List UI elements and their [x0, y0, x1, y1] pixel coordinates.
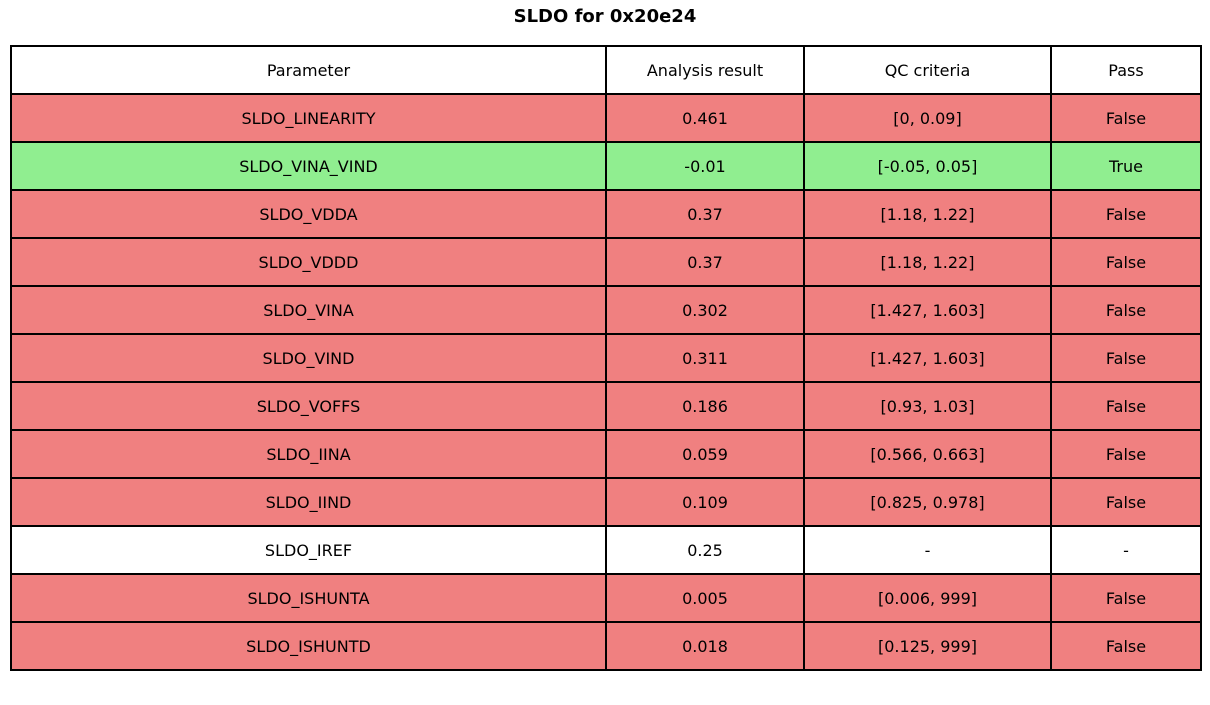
- cell-parameter: SLDO_ISHUNTD: [10, 621, 607, 671]
- cell-result: 0.311: [605, 333, 805, 383]
- cell-result: 0.37: [605, 189, 805, 239]
- cell-pass: -: [1050, 525, 1202, 575]
- cell-criteria: [0.93, 1.03]: [803, 381, 1052, 431]
- cell-criteria: [-0.05, 0.05]: [803, 141, 1052, 191]
- table-row: SLDO_VINA_VIND -0.01 [-0.05, 0.05] True: [10, 141, 1202, 191]
- cell-criteria: [1.427, 1.603]: [803, 333, 1052, 383]
- cell-criteria: [1.427, 1.603]: [803, 285, 1052, 335]
- cell-criteria: [0.825, 0.978]: [803, 477, 1052, 527]
- cell-criteria: -: [803, 525, 1052, 575]
- cell-result: 0.37: [605, 237, 805, 287]
- cell-result: 0.018: [605, 621, 805, 671]
- cell-result: -0.01: [605, 141, 805, 191]
- table-row: SLDO_LINEARITY 0.461 [0, 0.09] False: [10, 93, 1202, 143]
- column-header-pass: Pass: [1050, 45, 1202, 95]
- table-row: SLDO_VOFFS 0.186 [0.93, 1.03] False: [10, 381, 1202, 431]
- table-body: SLDO_LINEARITY 0.461 [0, 0.09] False SLDO_VI…: [10, 93, 1202, 671]
- cell-parameter: SLDO_VINA_VIND: [10, 141, 607, 191]
- cell-parameter: SLDO_IIND: [10, 477, 607, 527]
- cell-parameter: SLDO_VDDA: [10, 189, 607, 239]
- cell-criteria: [1.18, 1.22]: [803, 189, 1052, 239]
- cell-pass: False: [1050, 381, 1202, 431]
- cell-parameter: SLDO_VIND: [10, 333, 607, 383]
- cell-pass: False: [1050, 333, 1202, 383]
- cell-pass: False: [1050, 285, 1202, 335]
- cell-pass: False: [1050, 621, 1202, 671]
- chart-title: SLDO for 0x20e24: [513, 6, 697, 27]
- table-row: SLDO_IIND 0.109 [0.825, 0.978] False: [10, 477, 1202, 527]
- cell-result: 0.109: [605, 477, 805, 527]
- table-row: SLDO_VIND 0.311 [1.427, 1.603] False: [10, 333, 1202, 383]
- table-row: SLDO_IINA 0.059 [0.566, 0.663] False: [10, 429, 1202, 479]
- cell-parameter: SLDO_VOFFS: [10, 381, 607, 431]
- cell-parameter: SLDO_ISHUNTA: [10, 573, 607, 623]
- header-row: Parameter Analysis result QC criteria Pa…: [10, 45, 1202, 95]
- cell-pass: False: [1050, 93, 1202, 143]
- table-row: SLDO_ISHUNTD 0.018 [0.125, 999] False: [10, 621, 1202, 671]
- cell-result: 0.461: [605, 93, 805, 143]
- cell-result: 0.059: [605, 429, 805, 479]
- cell-pass: False: [1050, 237, 1202, 287]
- column-header-analysis-result: Analysis result: [605, 45, 805, 95]
- cell-criteria: [0, 0.09]: [803, 93, 1052, 143]
- cell-criteria: [1.18, 1.22]: [803, 237, 1052, 287]
- cell-result: 0.302: [605, 285, 805, 335]
- cell-parameter: SLDO_VDDD: [10, 237, 607, 287]
- table-row: SLDO_VDDA 0.37 [1.18, 1.22] False: [10, 189, 1202, 239]
- column-header-parameter: Parameter: [10, 45, 607, 95]
- cell-criteria: [0.006, 999]: [803, 573, 1052, 623]
- table-row: SLDO_VINA 0.302 [1.427, 1.603] False: [10, 285, 1202, 335]
- cell-result: 0.25: [605, 525, 805, 575]
- table-row: SLDO_VDDD 0.37 [1.18, 1.22] False: [10, 237, 1202, 287]
- qc-results-table: Parameter Analysis result QC criteria Pa…: [10, 45, 1202, 671]
- cell-criteria: [0.125, 999]: [803, 621, 1052, 671]
- cell-pass: False: [1050, 429, 1202, 479]
- cell-parameter: SLDO_LINEARITY: [10, 93, 607, 143]
- cell-pass: False: [1050, 189, 1202, 239]
- table-header: Parameter Analysis result QC criteria Pa…: [10, 45, 1202, 95]
- column-header-qc-criteria: QC criteria: [803, 45, 1052, 95]
- cell-parameter: SLDO_IREF: [10, 525, 607, 575]
- cell-pass: False: [1050, 477, 1202, 527]
- cell-criteria: [0.566, 0.663]: [803, 429, 1052, 479]
- cell-pass: False: [1050, 573, 1202, 623]
- cell-result: 0.005: [605, 573, 805, 623]
- table-row: SLDO_ISHUNTA 0.005 [0.006, 999] False: [10, 573, 1202, 623]
- cell-result: 0.186: [605, 381, 805, 431]
- cell-pass: True: [1050, 141, 1202, 191]
- table-row: SLDO_IREF 0.25- -: [10, 525, 1202, 575]
- cell-parameter: SLDO_VINA: [10, 285, 607, 335]
- cell-parameter: SLDO_IINA: [10, 429, 607, 479]
